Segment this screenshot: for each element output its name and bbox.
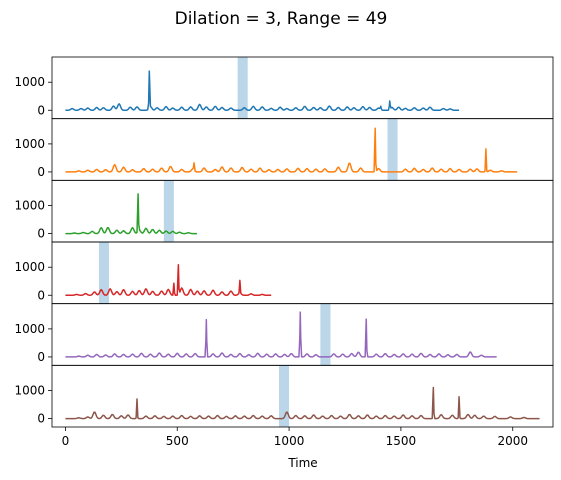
- highlight-band: [387, 119, 397, 181]
- subplot-6: 0 1000: [14, 365, 553, 427]
- subplot-stack: 0 1000 0 1000 0 1000 0 1000 0 1000 0 1000: [14, 57, 553, 427]
- y-tick-label: 0: [37, 350, 45, 364]
- series-line-1: [65, 71, 459, 110]
- x-axis: 0 500 1000 1500 2000: [62, 427, 528, 448]
- subplot-5: 0 1000: [14, 304, 553, 366]
- subplot-2: 0 1000: [14, 119, 553, 181]
- y-tick-label: 1000: [14, 260, 45, 274]
- subplot-4: 0 1000: [14, 242, 553, 304]
- series-line-3: [65, 194, 197, 234]
- y-tick-label: 1000: [14, 384, 45, 398]
- subplot-1: 0 1000: [14, 57, 553, 119]
- chart-title: Dilation = 3, Range = 49: [175, 9, 388, 29]
- x-tick-label: 1500: [386, 434, 417, 448]
- series-line-2: [65, 128, 517, 172]
- subplot-3: 0 1000: [14, 180, 553, 242]
- y-tick-label: 0: [37, 103, 45, 117]
- y-tick-label: 1000: [14, 75, 45, 89]
- x-axis-label: Time: [287, 456, 317, 470]
- x-tick-label: 2000: [497, 434, 528, 448]
- x-tick-label: 1000: [274, 434, 305, 448]
- x-tick-label: 0: [62, 434, 70, 448]
- y-tick-label: 0: [37, 288, 45, 302]
- y-tick-label: 0: [37, 227, 45, 241]
- series-line-4: [65, 265, 271, 295]
- y-tick-label: 1000: [14, 199, 45, 213]
- series-line-5: [65, 312, 496, 357]
- series-line-6: [65, 387, 539, 418]
- y-tick-label: 1000: [14, 137, 45, 151]
- y-tick-label: 0: [37, 165, 45, 179]
- x-tick-label: 500: [166, 434, 189, 448]
- y-tick-label: 0: [37, 412, 45, 426]
- y-tick-label: 1000: [14, 322, 45, 336]
- highlight-band: [320, 304, 330, 366]
